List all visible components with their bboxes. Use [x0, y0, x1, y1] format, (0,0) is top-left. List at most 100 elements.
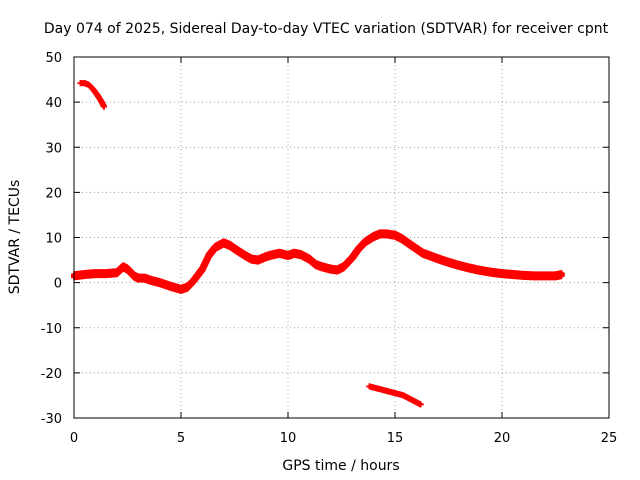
- data-point: [426, 252, 433, 259]
- x-tick-label: 20: [494, 431, 511, 446]
- data-point: [233, 247, 240, 254]
- x-tick-label: 25: [601, 431, 618, 446]
- data-points: [71, 80, 565, 408]
- data-point: [520, 272, 527, 279]
- y-tick-label: -30: [41, 412, 62, 427]
- x-axis-label: GPS time / hours: [282, 458, 399, 474]
- data-point: [392, 232, 398, 239]
- data-point: [81, 271, 88, 278]
- data-point: [541, 272, 548, 279]
- data-point: [340, 263, 347, 270]
- data-point: [85, 81, 92, 88]
- data-point: [383, 230, 390, 237]
- data-point: [349, 254, 356, 261]
- series-1: [77, 80, 107, 110]
- y-tick-label: 30: [45, 141, 62, 156]
- data-point: [398, 235, 405, 242]
- data-point: [413, 245, 420, 252]
- data-point: [90, 86, 97, 93]
- data-point: [499, 270, 505, 277]
- y-axis-label: SDTVAR / TECUs: [7, 180, 23, 295]
- y-tick-label: 20: [45, 186, 62, 201]
- data-point: [392, 390, 398, 397]
- data-point: [220, 239, 227, 246]
- data-point: [81, 80, 88, 87]
- data-point: [327, 266, 334, 273]
- data-point: [148, 277, 155, 284]
- data-point: [334, 266, 341, 273]
- data-point: [178, 286, 184, 293]
- data-point: [370, 233, 377, 240]
- data-point: [135, 275, 142, 282]
- data-point: [297, 251, 304, 258]
- data-point: [488, 269, 495, 276]
- data-point: [558, 271, 565, 278]
- data-point: [355, 245, 362, 252]
- data-point: [270, 251, 277, 258]
- data-point: [509, 271, 516, 278]
- data-point: [445, 259, 452, 266]
- data-point: [374, 385, 381, 392]
- data-point: [98, 99, 105, 106]
- data-point: [312, 261, 319, 268]
- data-point: [113, 269, 120, 276]
- series-markers: [77, 80, 107, 110]
- data-point: [319, 263, 326, 270]
- data-point: [124, 266, 131, 273]
- data-point: [306, 256, 313, 263]
- y-tick-label: 50: [45, 51, 62, 66]
- data-point: [212, 244, 219, 251]
- axis-ticks: 0 5 10 15 20 25 -30 -20 -10 0 10 20 30 40 50: [41, 51, 618, 446]
- data-point: [141, 275, 148, 282]
- x-tick-label: 15: [387, 431, 404, 446]
- y-tick-label: 10: [45, 232, 62, 247]
- series-0: [71, 229, 565, 294]
- x-tick-label: 0: [70, 431, 78, 446]
- data-point: [400, 392, 407, 399]
- data-point: [419, 250, 426, 257]
- y-tick-label: 0: [54, 277, 62, 292]
- data-point: [120, 263, 127, 270]
- data-point: [205, 252, 212, 259]
- data-point: [362, 239, 369, 246]
- data-point: [94, 92, 101, 99]
- x-tick-label: 10: [280, 431, 297, 446]
- data-point: [285, 252, 291, 259]
- data-point: [276, 250, 283, 257]
- data-point: [167, 283, 174, 290]
- data-point: [248, 256, 255, 263]
- data-point: [255, 257, 262, 264]
- data-point: [190, 277, 197, 284]
- y-tick-label: 40: [45, 96, 62, 111]
- data-point: [466, 265, 473, 272]
- data-point: [242, 252, 249, 259]
- data-point: [434, 255, 441, 262]
- y-tick-label: -10: [41, 322, 62, 337]
- data-point: [383, 387, 390, 394]
- data-point: [377, 230, 384, 237]
- data-point: [227, 242, 234, 249]
- data-point: [409, 396, 416, 403]
- series-2: [366, 383, 424, 408]
- data-point: [263, 253, 270, 260]
- data-point: [456, 262, 463, 269]
- data-point: [417, 401, 424, 408]
- data-point: [100, 103, 107, 110]
- data-point: [366, 383, 373, 390]
- data-point: [531, 272, 538, 279]
- data-point: [184, 284, 191, 291]
- chart-title: Day 074 of 2025, Sidereal Day-to-day VTE…: [44, 21, 609, 37]
- grid-lines: [74, 57, 609, 418]
- data-point: [477, 267, 484, 274]
- data-point: [156, 279, 163, 286]
- data-point: [291, 250, 298, 257]
- y-tick-label: -20: [41, 367, 62, 382]
- data-point: [92, 270, 99, 277]
- data-point: [103, 270, 110, 277]
- series-markers: [71, 229, 565, 294]
- data-point: [404, 239, 411, 246]
- data-point: [552, 272, 559, 279]
- x-tick-label: 5: [177, 431, 185, 446]
- data-point: [199, 266, 206, 273]
